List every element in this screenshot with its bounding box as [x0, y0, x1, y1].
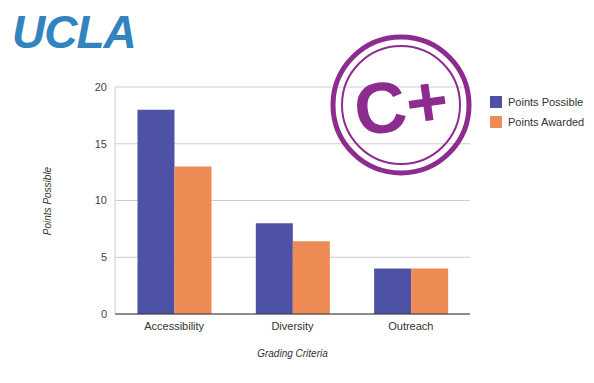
html-text:UCLA: UCLA [12, 6, 136, 58]
html-text:Points Possible: Points Possible [41, 166, 53, 235]
html-text:Points Possible: Points Possible [508, 96, 584, 108]
svg-text:15: 15 [95, 138, 107, 150]
svg-text:10: 10 [95, 194, 107, 206]
svg-text:C+: C+ [349, 59, 453, 151]
svg-text:5: 5 [101, 251, 107, 263]
svg-text:20: 20 [95, 81, 107, 93]
svg-text:Outreach: Outreach [388, 320, 433, 332]
svg-text:Diversity: Diversity [271, 320, 314, 332]
svg-text:0: 0 [101, 308, 107, 320]
html-text:Points Awarded: Points Awarded [508, 116, 585, 128]
svg-text:Accessibility: Accessibility [144, 320, 204, 332]
html-text:Grading Criteria: Grading Criteria [257, 348, 328, 359]
